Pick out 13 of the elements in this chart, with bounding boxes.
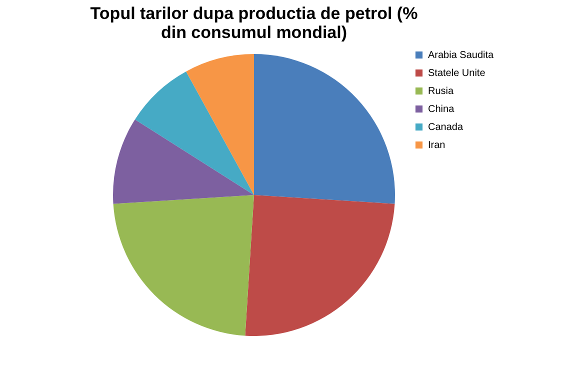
legend-label: Statele Unite — [428, 68, 486, 79]
pie-slice — [245, 195, 395, 336]
pie-slice — [113, 195, 254, 336]
pie-slice — [186, 54, 254, 195]
legend-label: China — [428, 104, 455, 115]
pie-slice — [254, 54, 395, 204]
legend-label: Rusia — [428, 86, 454, 97]
chart-title: Topul tarilor dupa productia de petrol (% din consumul mondial) — [90, 4, 418, 42]
pie-slice — [113, 119, 254, 204]
legend-label: Arabia Saudita — [428, 50, 494, 61]
pie-slice — [134, 71, 254, 195]
legend-label: Iran — [428, 140, 446, 151]
legend-label: Canada — [428, 122, 464, 133]
